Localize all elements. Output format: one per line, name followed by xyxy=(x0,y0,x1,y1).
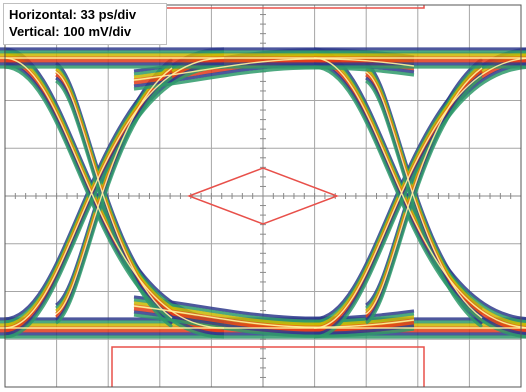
eye-trace-core xyxy=(3,57,225,329)
mask-diamond xyxy=(186,167,340,225)
vertical-scale-label: Vertical: 100 mV/div xyxy=(9,24,132,39)
scale-label-box: Horizontal: 33 ps/div Vertical: 100 mV/d… xyxy=(3,3,167,45)
eye-trace xyxy=(3,65,225,339)
eye-trace-core xyxy=(313,58,526,329)
eye-trace-core xyxy=(133,58,415,81)
horizontal-scale-label: Horizontal: 33 ps/div xyxy=(9,7,137,22)
mask-bottom-limit xyxy=(111,346,425,387)
eye-trace xyxy=(313,66,526,339)
eye-trace-core xyxy=(55,71,173,319)
eye-trace-core xyxy=(365,71,483,319)
eye-trace xyxy=(365,75,483,325)
eye-trace xyxy=(133,313,415,338)
eye-trace-core xyxy=(365,67,483,315)
eye-trace xyxy=(365,79,483,329)
eye-trace-core xyxy=(133,305,415,328)
eye-trace xyxy=(55,75,173,325)
eye-trace-core xyxy=(55,67,173,315)
plot-border xyxy=(4,4,522,388)
eye-traces xyxy=(0,47,526,339)
eye-trace xyxy=(55,79,173,329)
eye-trace xyxy=(133,66,415,91)
